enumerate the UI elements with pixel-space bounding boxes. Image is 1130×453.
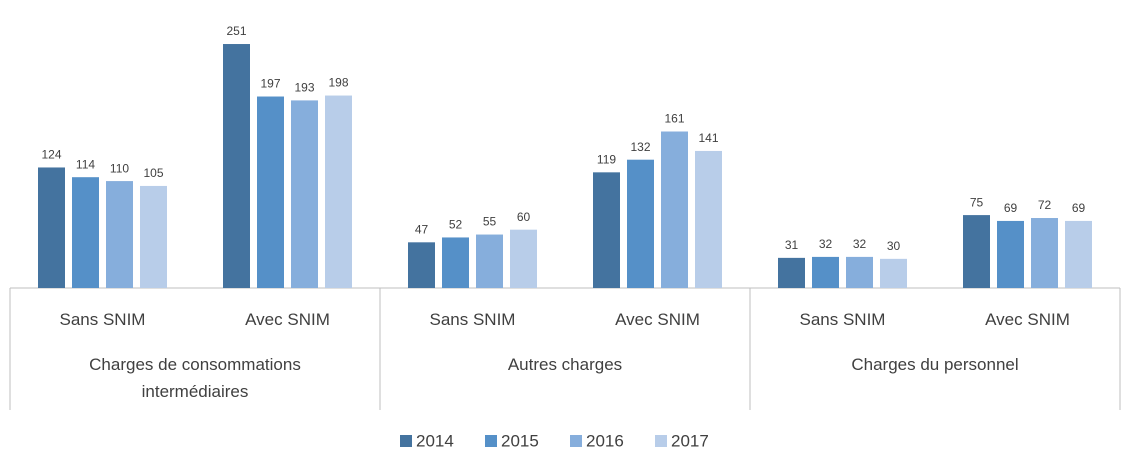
data-label: 31 <box>785 238 799 252</box>
legend-label: 2016 <box>586 431 624 450</box>
bar <box>291 100 318 289</box>
data-label: 193 <box>294 81 314 95</box>
bar <box>627 159 654 288</box>
data-label: 72 <box>1038 198 1052 212</box>
bar <box>1065 220 1092 288</box>
bar <box>963 215 990 288</box>
data-label: 30 <box>887 239 901 253</box>
legend-swatch <box>400 435 412 447</box>
group-label: Charges du personnel <box>851 355 1019 374</box>
data-label: 32 <box>819 237 833 251</box>
data-label: 105 <box>143 166 163 180</box>
group-label: Charges de consommations intermédiaires <box>89 355 301 401</box>
bar <box>476 234 503 288</box>
data-label: 251 <box>226 24 246 38</box>
bar <box>442 237 469 288</box>
data-label: 69 <box>1004 201 1018 215</box>
category-label: Sans SNIM <box>799 310 886 329</box>
bar <box>223 44 250 288</box>
legend-swatch <box>485 435 497 447</box>
data-label: 198 <box>328 76 348 90</box>
bar <box>38 167 65 288</box>
data-label: 141 <box>698 131 718 145</box>
bar <box>880 258 907 288</box>
data-label: 32 <box>853 237 867 251</box>
bar <box>695 150 722 288</box>
category-label: Sans SNIM <box>429 310 516 329</box>
category-label: Avec SNIM <box>985 310 1070 329</box>
data-label: 114 <box>76 157 95 171</box>
bar <box>812 256 839 288</box>
bar <box>72 177 99 288</box>
group-label: Autres charges <box>507 355 623 374</box>
bar <box>593 172 620 288</box>
category-label: Sans SNIM <box>59 310 146 329</box>
legend-label: 2014 <box>416 431 454 450</box>
data-label: 119 <box>597 153 616 167</box>
data-label: 47 <box>415 222 429 236</box>
data-label: 52 <box>449 218 463 232</box>
data-label: 124 <box>41 148 61 162</box>
bar <box>1031 218 1058 288</box>
data-label: 161 <box>664 112 684 126</box>
bar <box>325 95 352 288</box>
bar <box>778 257 805 288</box>
category-label: Avec SNIM <box>615 310 700 329</box>
data-label: 132 <box>630 140 650 154</box>
bar <box>408 242 435 288</box>
legend-swatch <box>655 435 667 447</box>
data-label: 60 <box>517 210 531 224</box>
bar <box>510 229 537 288</box>
category-label: Avec SNIM <box>245 310 330 329</box>
data-label: 75 <box>970 195 984 209</box>
legend-label: 2017 <box>671 431 709 450</box>
data-label: 69 <box>1072 201 1086 215</box>
legend-swatch <box>570 435 582 447</box>
data-label: 110 <box>110 161 129 175</box>
data-label: 55 <box>483 215 497 229</box>
bar <box>106 181 133 288</box>
bar <box>846 256 873 288</box>
bar <box>661 131 688 288</box>
bar <box>997 220 1024 288</box>
legend-label: 2015 <box>501 431 539 450</box>
bar <box>140 185 167 288</box>
bar <box>257 96 284 289</box>
data-label: 197 <box>260 77 280 91</box>
